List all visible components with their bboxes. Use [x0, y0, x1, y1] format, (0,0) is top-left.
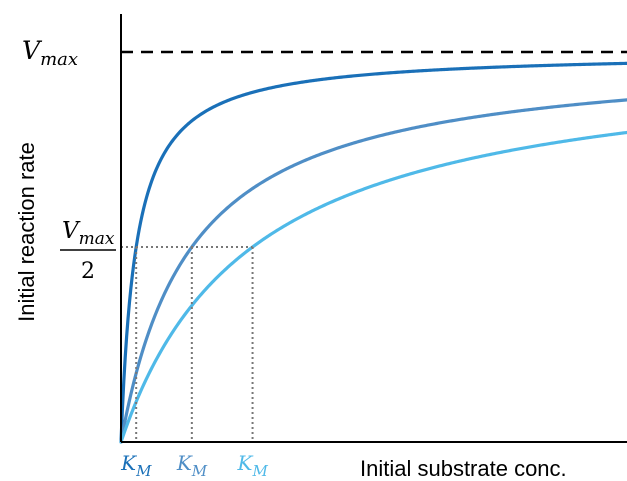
km-label-1: KM — [120, 451, 152, 480]
series-curve-1 — [119, 61, 627, 444]
vmax-label: Vmax — [22, 36, 78, 70]
km-guides-layer — [121, 246, 254, 442]
series-curve-3 — [119, 130, 627, 444]
series-curve-2 — [119, 98, 627, 444]
km-label-base: K — [176, 451, 193, 475]
vmax-half-denominator: 2 — [81, 259, 95, 284]
x-axis-title: Initial substrate conc. — [360, 456, 567, 481]
km-label-sub: M — [191, 462, 208, 480]
km-labels-layer: KM KM KM — [120, 451, 268, 480]
y-axis-title: Initial reaction rate — [14, 142, 39, 322]
vmax-half-num-base: V — [62, 218, 81, 244]
vmax-half-num-sub: max — [79, 229, 115, 249]
km-label-sub: M — [252, 462, 269, 480]
vmax-label-sub: max — [40, 49, 78, 70]
curves-layer — [119, 61, 627, 444]
km-label-base: K — [120, 451, 137, 475]
vmax-label-base: V — [22, 36, 43, 65]
km-label-3: KM — [237, 451, 269, 480]
vmax-half-numerator: Vmax — [62, 218, 115, 249]
km-label-2: KM — [176, 451, 208, 480]
km-label-base: K — [237, 451, 254, 475]
vmax-half-label: Vmax 2 — [60, 218, 116, 284]
km-label-sub: M — [135, 462, 152, 480]
